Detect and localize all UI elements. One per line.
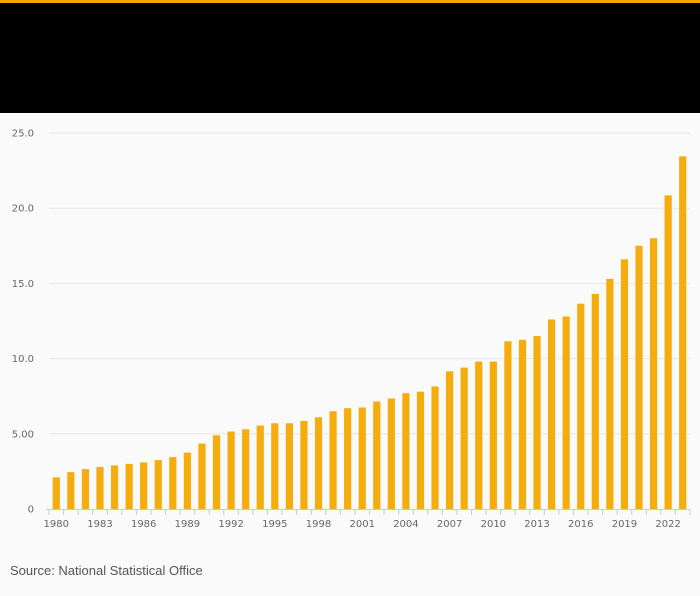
source-note: Source: National Statistical Office <box>10 563 203 578</box>
bar-1995 <box>271 423 279 509</box>
bar-1991 <box>212 435 221 509</box>
x-axis <box>46 509 691 515</box>
bar-2016 <box>577 303 585 509</box>
bar-2019 <box>620 259 629 509</box>
y-tick-label: 20.0 <box>12 204 34 215</box>
bar-2006 <box>431 386 439 509</box>
x-tick-label: 1995 <box>262 519 287 530</box>
bar-1998 <box>314 417 323 509</box>
chart-area: 0 5.00 10.0 15.0 20.0 25.0 1980 1983 1986 1989 19… <box>0 113 700 553</box>
bar-1993 <box>242 429 250 509</box>
bar-2015 <box>562 316 570 509</box>
bar-2022 <box>664 195 672 510</box>
bar-1980 <box>52 477 60 509</box>
bar-1999 <box>329 411 337 509</box>
bar-1997 <box>300 421 308 509</box>
bar-2021 <box>649 238 658 509</box>
header-band <box>0 3 700 113</box>
bar-2008 <box>460 367 468 509</box>
bar-2002 <box>373 401 381 509</box>
bar-2012 <box>518 339 527 509</box>
bar-1994 <box>256 425 264 509</box>
x-tick-label: 2016 <box>568 519 593 530</box>
bar-2004 <box>402 393 410 509</box>
bar-1989 <box>183 452 191 509</box>
bar-2020 <box>635 245 643 510</box>
y-tick-label: 0 <box>28 505 34 516</box>
y-tick-label: 15.0 <box>12 279 34 290</box>
y-tick-label: 10.0 <box>12 354 34 365</box>
bar-2000 <box>344 408 352 509</box>
x-tick-label: 1983 <box>87 519 112 530</box>
bar-1987 <box>154 460 162 509</box>
x-axis-labels: 1980 1983 1986 1989 1992 1995 1998 2001 2004 2007… <box>44 519 681 530</box>
bar-2017 <box>591 293 599 509</box>
x-tick-label: 2007 <box>437 519 462 530</box>
bar-1990 <box>198 443 206 509</box>
bar-2010 <box>489 361 497 509</box>
y-axis-labels: 0 5.00 10.0 15.0 20.0 25.0 <box>12 129 34 516</box>
x-tick-label: 1992 <box>218 519 243 530</box>
bar-2007 <box>446 371 454 509</box>
x-tick-label: 1980 <box>44 519 69 530</box>
bar-2001 <box>358 407 366 509</box>
x-tick-label: 2013 <box>524 519 549 530</box>
bar-2018 <box>606 278 614 509</box>
bars <box>52 156 687 510</box>
top-accent-bar <box>0 0 700 3</box>
bar-2005 <box>416 391 425 509</box>
x-tick-label: 1989 <box>175 519 200 530</box>
y-tick-label: 5.00 <box>12 429 34 440</box>
bar-1981 <box>67 472 75 509</box>
y-tick-label: 25.0 <box>12 129 34 140</box>
x-tick-label: 1998 <box>306 519 331 530</box>
bar-1988 <box>169 457 177 509</box>
bar-1985 <box>125 463 133 509</box>
x-tick-label: 2001 <box>349 519 374 530</box>
x-tick-label: 2022 <box>655 519 680 530</box>
bar-2013 <box>533 336 541 509</box>
bar-2003 <box>387 398 395 509</box>
x-tick-label: 2004 <box>393 519 418 530</box>
bar-2011 <box>504 341 512 509</box>
bar-1983 <box>96 466 104 509</box>
bar-1982 <box>81 469 90 509</box>
x-tick-label: 1986 <box>131 519 156 530</box>
bar-2009 <box>475 361 483 509</box>
bar-1986 <box>140 462 148 509</box>
x-tick-label: 2019 <box>612 519 637 530</box>
bar-2014 <box>548 319 556 509</box>
bar-1984 <box>110 465 119 509</box>
bar-1992 <box>227 431 235 509</box>
bar-2023 <box>679 156 687 509</box>
x-tick-label: 2010 <box>481 519 506 530</box>
bar-1996 <box>285 423 293 509</box>
